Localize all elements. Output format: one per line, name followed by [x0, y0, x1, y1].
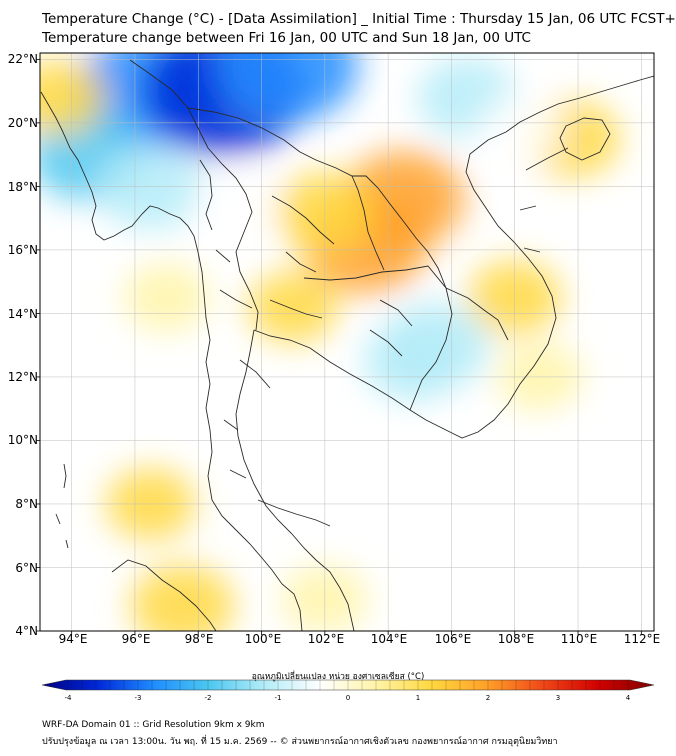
coastlines-and-borders	[40, 59, 654, 631]
x-tick-label: 102°E	[307, 632, 345, 646]
x-tick-label: 96°E	[121, 632, 151, 646]
y-tick-label: 22°N	[7, 52, 38, 66]
anomaly-cell	[40, 60, 106, 135]
colorbar-tick-label: 3	[555, 694, 561, 702]
colorbar-tick-label: 1	[415, 694, 421, 702]
x-tick-label: 100°E	[244, 632, 282, 646]
x-tick-label: 98°E	[184, 632, 214, 646]
colorbar-title: อุณหภูมิเปลี่ยนแปลง หน่วย องศาเซลเซียส (…	[251, 672, 425, 682]
y-tick-label: 10°N	[7, 433, 38, 447]
x-tick-label: 94°E	[58, 632, 88, 646]
colorbar-tick-label: -4	[64, 694, 72, 702]
chart-subtitle: Temperature change between Fri 16 Jan, 0…	[42, 30, 531, 46]
x-tick-label: 112°E	[623, 632, 661, 646]
lat-lon-gridlines	[40, 53, 654, 631]
anomaly-cell	[123, 263, 210, 332]
anomaly-cell	[130, 564, 235, 631]
y-tick-label: 14°N	[7, 307, 38, 321]
colorbar-tick-label: -2	[204, 694, 212, 702]
colorbar	[41, 679, 655, 691]
colorbar-tick-marks	[67, 680, 629, 690]
y-tick-label: 4°N	[15, 624, 38, 638]
colorbar-tick-label: 2	[485, 694, 491, 702]
colorbar-tick-label: 0	[345, 694, 351, 702]
y-tick-label: 12°N	[7, 370, 38, 384]
colorbar-tick-label: 4	[625, 694, 631, 702]
anomaly-cell	[248, 271, 338, 343]
anomaly-cell	[215, 53, 358, 123]
y-tick-label: 20°N	[7, 116, 38, 130]
x-tick-label: 106°E	[434, 632, 472, 646]
anomaly-field	[40, 53, 634, 631]
anomaly-cell	[363, 321, 464, 402]
chart-title: Temperature Change (°C) - [Data Assimila…	[42, 11, 676, 27]
y-tick-label: 16°N	[7, 243, 38, 257]
footer-model-info: WRF-DA Domain 01 :: Grid Resolution 9km …	[42, 720, 265, 730]
axis-ticks	[36, 58, 642, 635]
y-tick-label: 6°N	[15, 561, 38, 575]
x-tick-label: 104°E	[370, 632, 408, 646]
y-tick-label: 8°N	[15, 497, 38, 511]
x-tick-label: 108°E	[497, 632, 535, 646]
anomaly-cell	[299, 455, 382, 522]
footer-credit: ปรับปรุงข้อมูล ณ เวลา 13:00น. วัน พฤ. ที…	[42, 737, 558, 747]
y-tick-label: 18°N	[7, 180, 38, 194]
map-frame	[39, 52, 655, 632]
anomaly-cell	[194, 169, 278, 236]
anomaly-cell	[478, 94, 565, 164]
x-tick-label: 110°E	[560, 632, 598, 646]
colorbar-tick-label: -1	[274, 694, 282, 702]
colorbar-tick-label: -3	[134, 694, 142, 702]
